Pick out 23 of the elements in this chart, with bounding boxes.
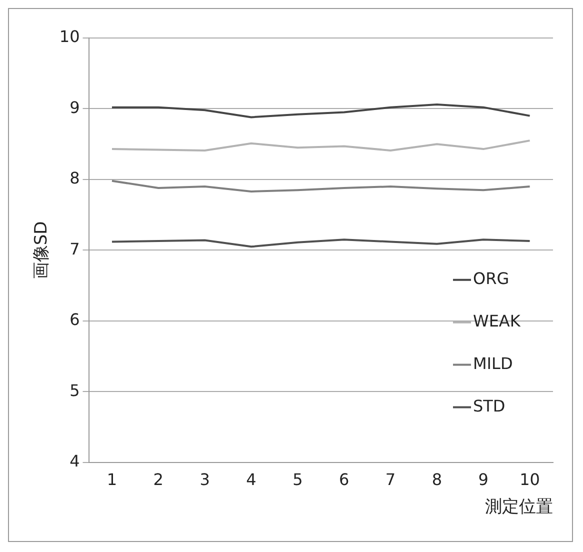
y-tick-label: 4 <box>70 452 80 471</box>
y-tick-label: 7 <box>70 239 80 258</box>
legend-label: WEAK <box>473 312 521 331</box>
x-tick-label: 1 <box>106 470 118 490</box>
x-tick-label: 3 <box>200 470 210 490</box>
y-tick-label: 9 <box>70 98 80 117</box>
y-tick-label: 6 <box>70 310 80 330</box>
x-tick-label: 10 <box>520 470 540 490</box>
legend-label: ORG <box>473 269 510 288</box>
x-axis-title: 測定位置 <box>485 497 553 518</box>
y-tick-label: 8 <box>70 168 80 188</box>
y-axis-title: 画像SD <box>32 221 52 280</box>
x-tick-label: 7 <box>385 470 396 490</box>
x-tick-label: 2 <box>153 470 164 490</box>
x-tick-label: 5 <box>292 470 303 490</box>
y-tick-label: 5 <box>70 380 80 400</box>
x-tick-label: 6 <box>339 470 350 490</box>
legend-label: MILD <box>473 354 513 373</box>
legend-label: STD <box>473 396 506 416</box>
y-tick-label: 10 <box>59 27 80 46</box>
x-tick-label: 4 <box>246 470 256 490</box>
x-tick-label: 8 <box>432 470 442 490</box>
x-tick-label: 9 <box>478 470 488 490</box>
